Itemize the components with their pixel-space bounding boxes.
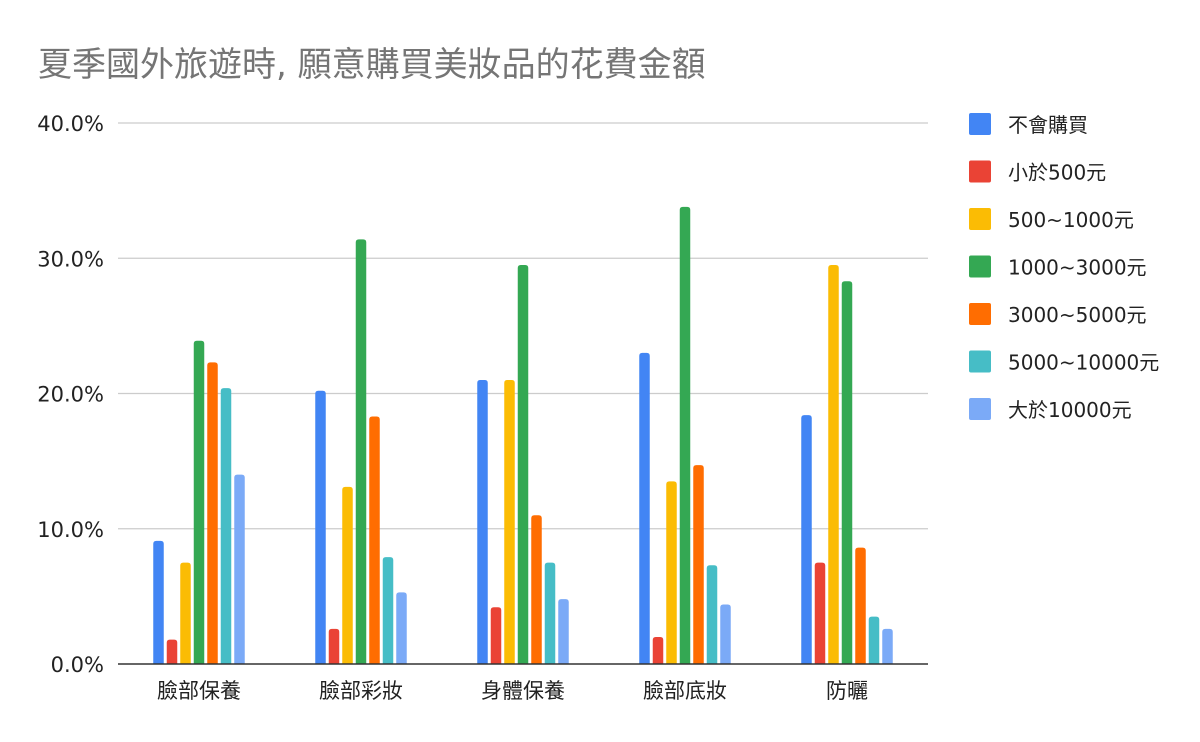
legend-label: 1000~3000元 bbox=[1008, 256, 1147, 280]
bars bbox=[153, 206, 893, 665]
bar bbox=[166, 639, 178, 664]
bar bbox=[801, 415, 812, 664]
bar bbox=[882, 628, 893, 664]
x-axis: 臉部保養 臉部彩妝 身體保養 臉部底妝 防曬 bbox=[118, 663, 928, 703]
legend-label: 3000~5000元 bbox=[1008, 303, 1147, 327]
legend-swatch bbox=[969, 255, 991, 278]
legend-swatch bbox=[969, 398, 991, 420]
bar bbox=[828, 265, 839, 664]
legend-label: 大於10000元 bbox=[1008, 398, 1132, 422]
bar bbox=[868, 616, 880, 664]
bar bbox=[544, 562, 556, 664]
bar bbox=[666, 481, 677, 664]
x-tick-label: 臉部彩妝 bbox=[319, 679, 403, 703]
bar bbox=[180, 562, 191, 664]
legend-swatch bbox=[969, 113, 991, 135]
bar bbox=[342, 486, 353, 664]
y-tick-label: 20.0% bbox=[37, 383, 104, 407]
bar bbox=[720, 604, 731, 664]
bar bbox=[693, 465, 704, 664]
legend-swatch bbox=[969, 208, 991, 230]
legend-label: 500~1000元 bbox=[1008, 208, 1134, 232]
legend-swatch bbox=[969, 160, 991, 183]
chart-title: 夏季國外旅遊時, 願意購買美妝品的花費金額 bbox=[38, 45, 706, 85]
x-tick-label: 身體保養 bbox=[481, 679, 565, 703]
bar bbox=[382, 557, 394, 664]
x-tick-label: 臉部底妝 bbox=[643, 679, 727, 703]
legend-swatch bbox=[969, 350, 991, 373]
y-tick-label: 10.0% bbox=[37, 518, 104, 542]
legend-label: 5000~10000元 bbox=[1008, 351, 1159, 375]
bar bbox=[706, 565, 718, 664]
legend-label: 小於500元 bbox=[1008, 161, 1106, 185]
bar bbox=[517, 265, 529, 664]
bar bbox=[193, 340, 205, 664]
bar bbox=[558, 599, 569, 664]
bar bbox=[652, 636, 664, 664]
bar bbox=[639, 352, 650, 664]
bar bbox=[234, 474, 245, 664]
bar bbox=[369, 416, 380, 664]
bar bbox=[490, 607, 502, 664]
x-tick-label: 臉部保養 bbox=[157, 679, 241, 703]
bar bbox=[315, 390, 326, 664]
bar bbox=[841, 281, 853, 664]
bar bbox=[814, 562, 826, 664]
bar bbox=[531, 515, 542, 664]
bar bbox=[504, 379, 515, 664]
bar bbox=[477, 379, 488, 664]
bar bbox=[220, 388, 232, 664]
bar bbox=[328, 628, 340, 664]
bar bbox=[396, 592, 407, 664]
bar bbox=[855, 547, 866, 664]
bar bbox=[355, 239, 367, 664]
y-axis-ticks: 0.0% 10.0% 20.0% 30.0% 40.0% bbox=[37, 112, 104, 677]
y-tick-label: 0.0% bbox=[51, 653, 104, 677]
legend-swatch bbox=[969, 303, 991, 325]
legend-label: 不會購買 bbox=[1008, 113, 1088, 137]
y-tick-label: 30.0% bbox=[37, 247, 104, 271]
bar bbox=[679, 206, 691, 665]
bar bbox=[153, 540, 164, 664]
y-tick-label: 40.0% bbox=[37, 112, 104, 136]
x-tick-label: 防曬 bbox=[826, 679, 868, 703]
bar bbox=[207, 362, 218, 664]
